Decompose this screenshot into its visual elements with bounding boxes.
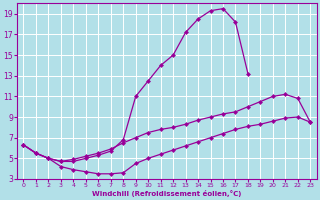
X-axis label: Windchill (Refroidissement éolien,°C): Windchill (Refroidissement éolien,°C)	[92, 190, 242, 197]
